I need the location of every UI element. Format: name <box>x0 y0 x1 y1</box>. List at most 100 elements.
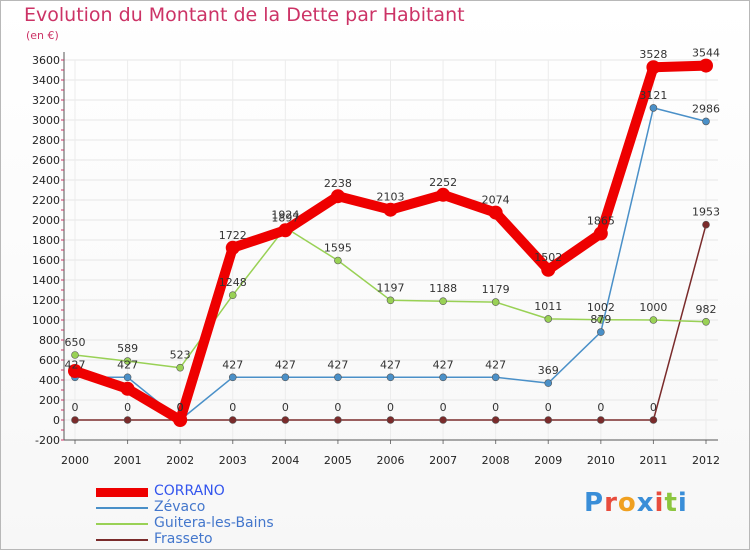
data-point <box>71 416 79 424</box>
legend-label: CORRANO <box>154 483 225 499</box>
data-label: 427 <box>485 358 506 371</box>
x-tick-label: 2005 <box>324 454 352 467</box>
data-point <box>281 416 290 424</box>
data-point <box>123 373 132 382</box>
x-tick-label: 2008 <box>482 454 510 467</box>
data-point <box>702 117 710 126</box>
data-label: 0 <box>177 401 184 414</box>
y-tick-label: 800 <box>39 334 60 347</box>
data-point <box>228 373 237 382</box>
data-label: 1595 <box>324 242 352 255</box>
data-point <box>281 373 290 382</box>
data-point <box>439 297 447 306</box>
y-tick-label: 3600 <box>32 54 60 67</box>
legend-swatch <box>96 507 148 509</box>
data-point <box>649 104 658 112</box>
data-point <box>702 220 710 229</box>
data-label: 3121 <box>639 89 667 102</box>
legend-label: Frasseto <box>154 531 213 547</box>
data-point <box>491 298 500 306</box>
data-label: 0 <box>124 401 131 414</box>
data-point <box>544 379 553 387</box>
legend-swatch <box>96 487 148 497</box>
y-tick-label: 600 <box>39 354 60 367</box>
data-label: 1502 <box>534 251 562 264</box>
x-tick-label: 2009 <box>534 454 562 467</box>
data-label: 1897 <box>271 211 299 224</box>
data-point <box>541 262 556 277</box>
data-label: 0 <box>72 401 79 414</box>
data-label: 589 <box>117 342 138 355</box>
y-tick-label: 0 <box>53 414 60 427</box>
data-label: 1000 <box>639 301 667 314</box>
x-tick-label: 2002 <box>166 454 194 467</box>
data-label: 1179 <box>482 283 510 296</box>
data-point <box>330 189 345 204</box>
data-label: 0 <box>650 401 657 414</box>
y-tick-label: 400 <box>39 374 60 387</box>
data-label: 3528 <box>639 48 667 61</box>
data-label: 2074 <box>482 194 510 207</box>
data-label: 1865 <box>587 215 615 228</box>
data-point <box>649 416 658 424</box>
y-tick-label: 1000 <box>32 314 60 327</box>
data-point <box>123 357 132 365</box>
data-label: 879 <box>590 313 611 326</box>
x-tick-label: 2006 <box>377 454 405 467</box>
data-point <box>71 351 79 359</box>
y-tick-label: 1200 <box>32 294 60 307</box>
data-point <box>646 60 661 75</box>
y-tick-label: 1400 <box>32 274 60 287</box>
data-label: 2238 <box>324 177 352 190</box>
y-tick-label: 3200 <box>32 94 60 107</box>
data-label: 523 <box>170 349 191 362</box>
data-point <box>386 416 395 424</box>
data-point <box>383 202 398 217</box>
x-tick-label: 2004 <box>271 454 299 467</box>
data-point <box>544 416 553 424</box>
data-point <box>120 381 135 396</box>
x-tick-label: 2012 <box>692 454 720 467</box>
data-label: 0 <box>597 401 604 414</box>
data-label: 1924 <box>271 209 299 222</box>
data-point <box>439 373 447 382</box>
data-label: 0 <box>492 401 499 414</box>
data-label: 427 <box>380 358 401 371</box>
data-point <box>491 373 500 382</box>
data-label: 1248 <box>219 276 247 289</box>
data-point <box>228 291 237 300</box>
data-label: 427 <box>433 358 454 371</box>
data-label: 0 <box>440 401 447 414</box>
data-point <box>597 416 605 424</box>
data-label: 0 <box>387 401 394 414</box>
legend-swatch <box>96 523 148 525</box>
x-tick-label: 2010 <box>587 454 615 467</box>
data-point <box>225 240 240 255</box>
y-tick-label: -200 <box>35 434 60 447</box>
data-label: 1953 <box>692 206 720 219</box>
data-point <box>436 187 451 202</box>
data-label: 0 <box>282 401 289 414</box>
data-point <box>544 315 553 323</box>
y-tick-label: 1800 <box>32 234 60 247</box>
data-label: 1002 <box>587 301 615 314</box>
data-label: 650 <box>65 336 86 349</box>
data-point <box>702 317 710 326</box>
x-tick-label: 2007 <box>429 454 457 467</box>
y-tick-label: 2200 <box>32 194 60 207</box>
data-label: 2252 <box>429 176 457 189</box>
data-label: 1722 <box>219 229 247 242</box>
data-point <box>593 226 608 241</box>
data-point <box>439 416 447 424</box>
legend-label: Zévaco <box>154 499 206 515</box>
data-label: 427 <box>117 358 138 371</box>
data-point <box>488 205 503 220</box>
data-label: 1188 <box>429 282 457 295</box>
y-tick-label: 3400 <box>32 74 60 87</box>
data-label: 427 <box>327 358 348 371</box>
y-tick-label: 2400 <box>32 174 60 187</box>
data-label: 2103 <box>377 191 405 204</box>
chart-unit-label: (en €) <box>26 29 59 42</box>
